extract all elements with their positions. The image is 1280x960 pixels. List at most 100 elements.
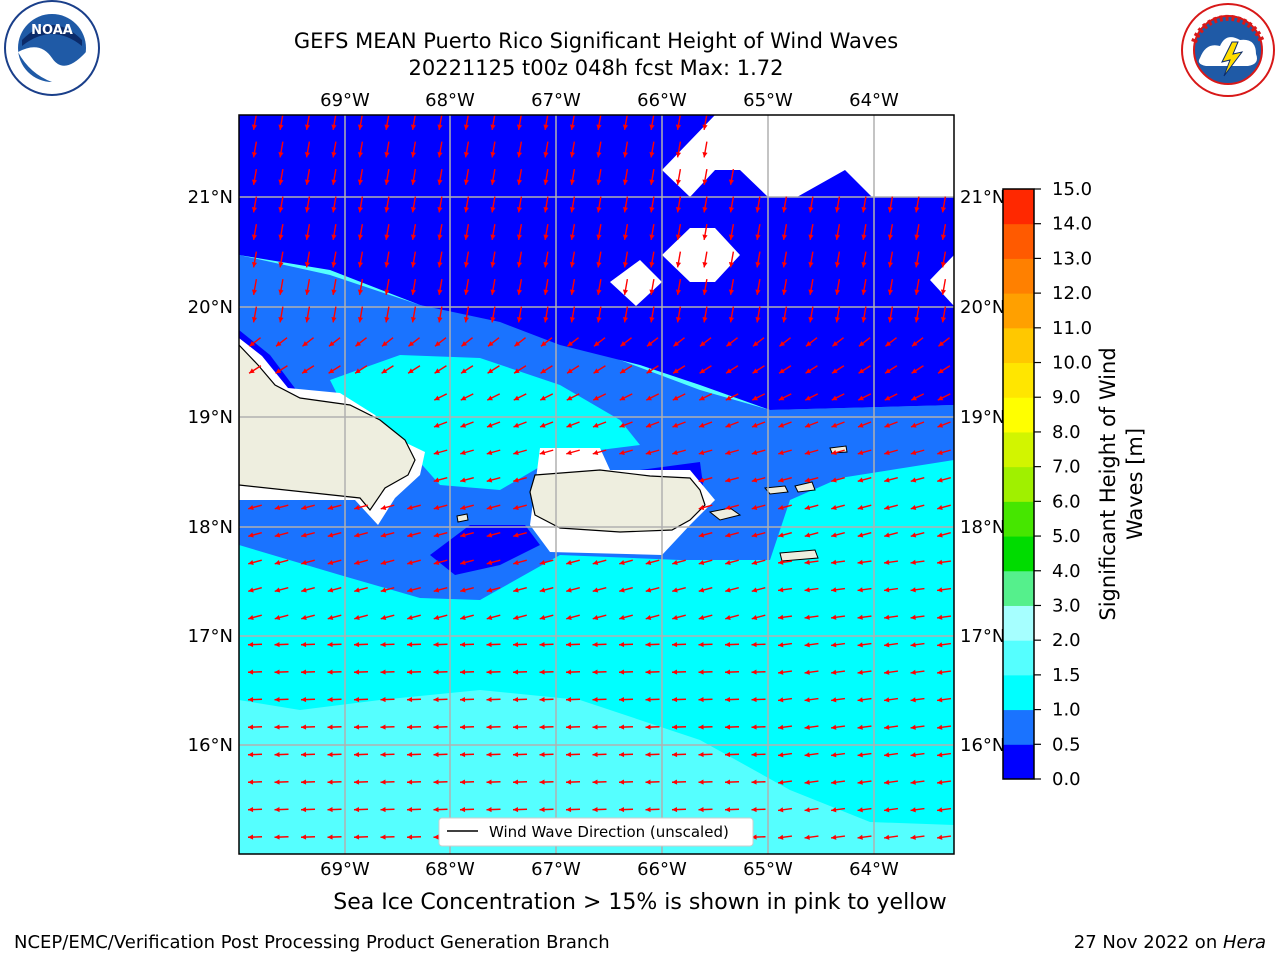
lat-label-left: 16°N bbox=[188, 735, 233, 756]
wave-direction-arrow bbox=[247, 751, 263, 758]
wave-direction-arrow bbox=[463, 251, 470, 268]
wave-direction-arrow bbox=[248, 614, 262, 621]
colorbar-tick-label: 11.0 bbox=[1052, 318, 1092, 339]
wave-direction-arrow bbox=[278, 223, 284, 241]
colorbar-segment bbox=[1003, 605, 1034, 641]
wave-direction-arrow bbox=[672, 587, 686, 593]
wave-direction-arrow bbox=[725, 449, 739, 456]
wave-direction-arrow bbox=[565, 779, 581, 785]
wave-direction-arrow bbox=[830, 779, 846, 785]
wave-direction-arrow bbox=[857, 421, 872, 428]
wave-direction-arrow bbox=[353, 751, 369, 758]
wave-direction-arrow bbox=[486, 587, 501, 593]
wave-direction-arrow bbox=[274, 834, 289, 840]
wave-direction-arrow bbox=[724, 751, 740, 758]
wave-direction-arrow bbox=[675, 278, 682, 296]
wave-direction-arrow bbox=[724, 806, 740, 813]
wave-direction-arrow bbox=[433, 449, 448, 456]
wave-direction-arrow bbox=[384, 168, 390, 186]
wave-direction-arrow bbox=[702, 168, 708, 186]
wave-direction-arrow bbox=[433, 669, 448, 675]
wave-direction-arrow bbox=[596, 168, 602, 186]
wave-direction-arrow bbox=[486, 751, 501, 758]
wave-direction-arrow bbox=[857, 724, 872, 730]
wave-direction-arrow bbox=[804, 697, 819, 703]
wave-direction-arrow bbox=[619, 365, 633, 374]
wave-direction-arrow bbox=[278, 141, 284, 158]
wave-direction-arrow bbox=[910, 393, 925, 401]
wave-direction-arrow bbox=[914, 306, 920, 323]
wave-direction-arrow bbox=[406, 779, 422, 785]
wave-direction-arrow bbox=[857, 697, 872, 703]
wave-direction-arrow bbox=[328, 365, 341, 374]
wave-direction-arrow bbox=[328, 337, 341, 347]
colorbar-segment bbox=[1003, 709, 1034, 745]
wave-direction-arrow bbox=[725, 393, 739, 401]
wave-direction-arrow bbox=[622, 251, 629, 268]
wave-direction-arrow bbox=[645, 587, 660, 593]
wave-direction-arrow bbox=[300, 669, 316, 675]
wave-direction-arrow bbox=[884, 477, 898, 483]
wave-direction-arrow bbox=[406, 751, 422, 758]
wave-direction-arrow bbox=[622, 278, 629, 296]
wave-direction-arrow bbox=[353, 834, 369, 840]
wave-direction-arrow bbox=[433, 779, 448, 785]
wave-direction-arrow bbox=[804, 477, 819, 483]
wave-direction-arrow bbox=[592, 696, 607, 703]
wave-direction-arrow bbox=[381, 365, 394, 374]
wave-direction-arrow bbox=[380, 696, 395, 703]
wave-direction-arrow bbox=[433, 806, 448, 813]
wave-direction-arrow bbox=[910, 614, 925, 620]
colorbar-segment bbox=[1003, 744, 1034, 780]
wave-direction-arrow bbox=[831, 504, 845, 511]
wave-map: 69°W 69°W 68°W 68°W 67°W 67°W 66°W 66°W 65°W 65°W… bbox=[188, 90, 1006, 880]
wave-direction-arrow bbox=[777, 642, 793, 648]
field-pocket-south bbox=[430, 525, 540, 575]
wave-direction-arrow bbox=[516, 251, 523, 268]
wave-direction-arrow bbox=[937, 504, 951, 511]
wave-direction-arrow bbox=[251, 278, 258, 296]
wave-direction-arrow bbox=[857, 642, 872, 648]
wave-direction-arrow bbox=[486, 449, 501, 456]
wave-direction-arrow bbox=[304, 278, 311, 296]
wave-direction-arrow bbox=[857, 807, 872, 813]
wave-direction-arrow bbox=[622, 306, 629, 323]
wave-direction-arrow bbox=[675, 196, 682, 213]
colorbar-tick-label: 8.0 bbox=[1052, 422, 1081, 443]
wave-direction-arrow bbox=[937, 532, 951, 538]
lat-label-right: 20°N bbox=[960, 297, 1005, 318]
wave-direction-arrow bbox=[433, 724, 448, 730]
wave-direction-arrow bbox=[486, 421, 501, 428]
wave-direction-arrow bbox=[248, 365, 262, 374]
wave-direction-arrow bbox=[460, 477, 474, 483]
wave-direction-arrow bbox=[460, 421, 474, 428]
wave-direction-arrow bbox=[593, 365, 606, 374]
wave-direction-arrow bbox=[569, 196, 576, 213]
wave-direction-arrow bbox=[777, 724, 793, 730]
wave-direction-arrow bbox=[755, 196, 761, 213]
wave-direction-arrow bbox=[513, 559, 527, 566]
wave-direction-arrow bbox=[516, 278, 523, 296]
wave-direction-arrow bbox=[327, 806, 342, 813]
wave-direction-arrow bbox=[463, 141, 470, 158]
wave-direction-arrow bbox=[596, 251, 602, 268]
wave-direction-arrow bbox=[804, 504, 819, 511]
wave-direction-arrow bbox=[592, 669, 607, 675]
wave-direction-arrow bbox=[830, 724, 846, 730]
wave-direction-arrow bbox=[357, 141, 364, 158]
wave-direction-arrow bbox=[857, 477, 872, 483]
wave-direction-arrow bbox=[861, 278, 867, 296]
wave-direction-arrow bbox=[698, 449, 713, 456]
wave-direction-arrow bbox=[618, 641, 634, 648]
wave-direction-arrow bbox=[910, 532, 925, 538]
wave-direction-arrow bbox=[490, 223, 496, 241]
wave-direction-arrow bbox=[407, 532, 421, 538]
wave-direction-arrow bbox=[353, 806, 369, 813]
wave-direction-arrow bbox=[513, 365, 527, 374]
wave-direction-arrow bbox=[936, 614, 952, 620]
wave-direction-arrow bbox=[883, 752, 899, 758]
wave-direction-arrow bbox=[304, 196, 311, 213]
wave-direction-arrow bbox=[301, 532, 315, 538]
wave-direction-arrow bbox=[831, 393, 845, 401]
wave-direction-arrow bbox=[649, 168, 655, 186]
